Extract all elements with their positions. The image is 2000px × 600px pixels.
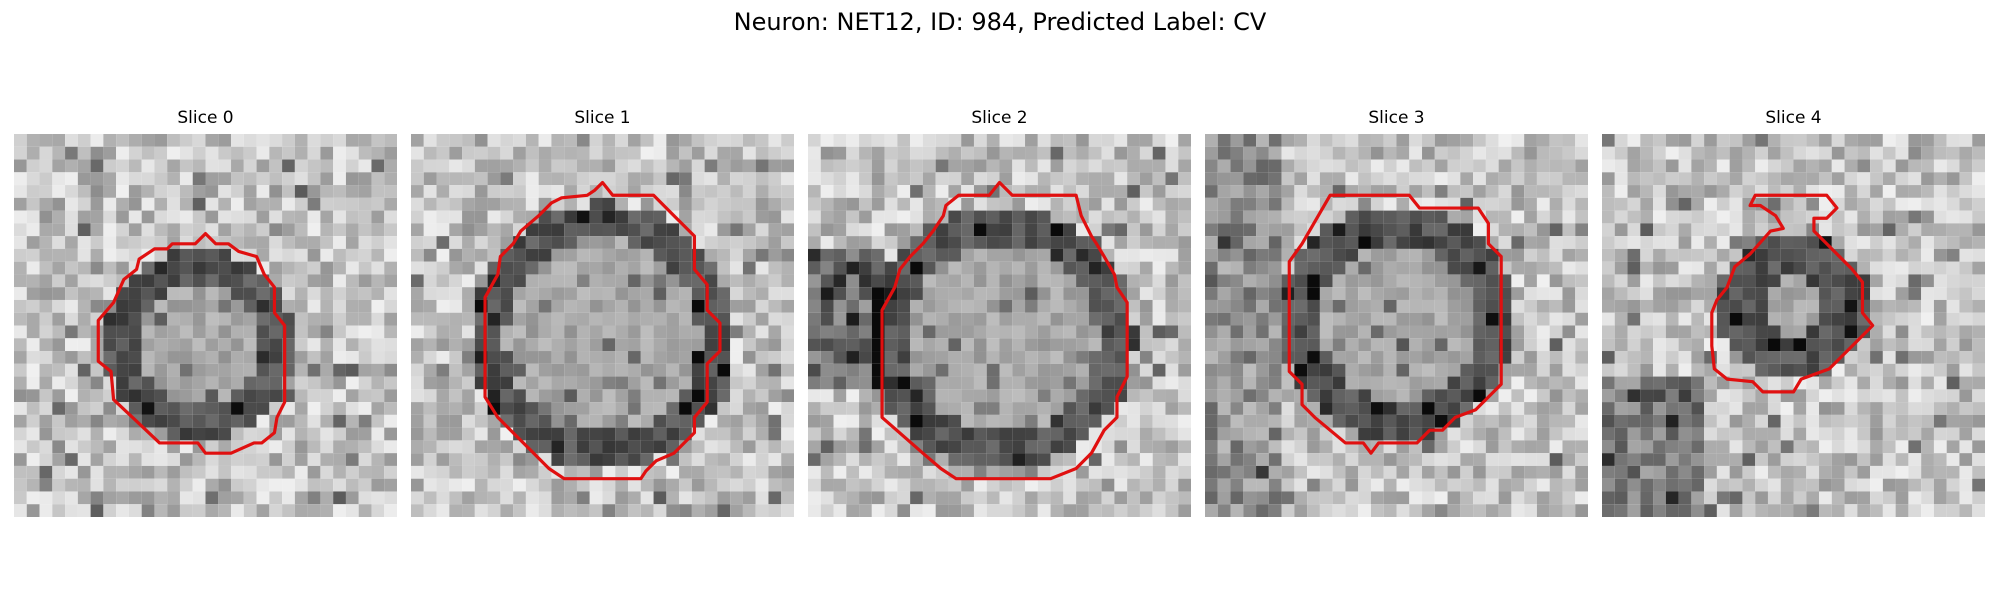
grayscale-pixels: [808, 134, 1191, 517]
slice-image: [14, 134, 397, 517]
slice-image: [808, 134, 1191, 517]
slice-title: Slice 1: [574, 108, 631, 128]
neuron-contour: [1287, 193, 1503, 455]
slice-title: Slice 2: [971, 108, 1028, 128]
slice-image: [1205, 134, 1588, 517]
slice-image: [411, 134, 794, 517]
neuron-contour: [483, 180, 722, 481]
grayscale-pixels: [14, 134, 397, 517]
slice-title: Slice 3: [1368, 108, 1425, 128]
neuron-contour: [880, 180, 1129, 481]
neuron-contour: [96, 231, 287, 455]
slice-image: [1602, 134, 1985, 517]
grayscale-pixels: [411, 134, 794, 517]
neuron-contour: [1710, 193, 1875, 394]
slice-title: Slice 0: [177, 108, 234, 128]
slice-title: Slice 4: [1765, 108, 1822, 128]
figure-title: Neuron: NET12, ID: 984, Predicted Label:…: [733, 8, 1267, 36]
grayscale-pixels: [1602, 134, 1985, 517]
grayscale-pixels: [1205, 134, 1588, 517]
